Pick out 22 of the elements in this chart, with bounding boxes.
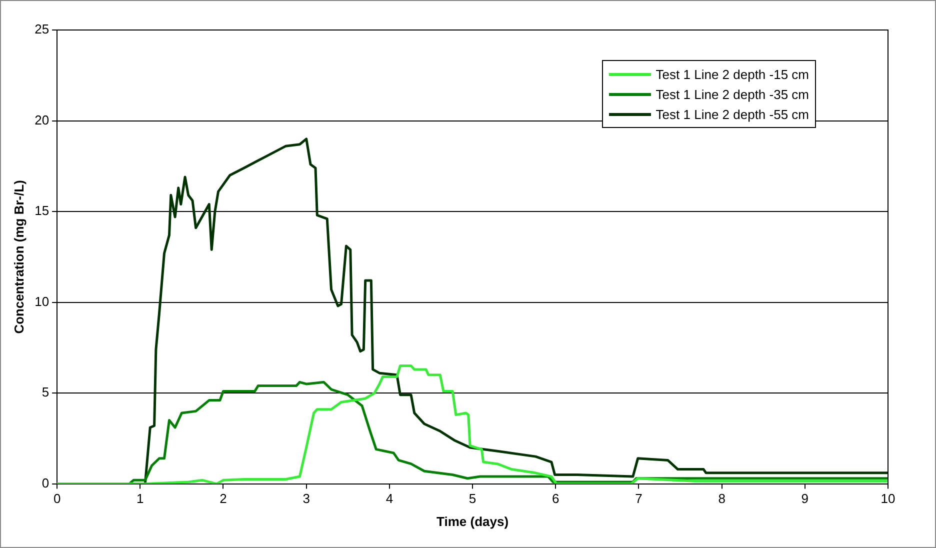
y-tick-label: 20	[34, 112, 50, 128]
legend-label: Test 1 Line 2 depth -55 cm	[656, 106, 809, 122]
y-tick-label: 10	[34, 294, 50, 309]
x-tick-label: 10	[880, 491, 896, 506]
legend-label: Test 1 Line 2 depth -35 cm	[656, 86, 809, 102]
x-tick-label: 6	[552, 491, 560, 506]
x-tick-label: 1	[136, 491, 144, 506]
legend-label: Test 1 Line 2 depth -15 cm	[656, 66, 809, 82]
x-tick-label: 2	[220, 491, 227, 506]
x-tick-label: 0	[53, 491, 61, 506]
y-tick-label: 0	[42, 475, 50, 490]
y-tick-label: 25	[34, 22, 50, 37]
x-tick-label: 4	[386, 491, 394, 506]
x-axis-title: Time (days)	[436, 514, 509, 529]
y-tick-label: 15	[34, 203, 50, 218]
x-tick-label: 3	[302, 491, 310, 506]
x-tick-label: 5	[468, 491, 476, 506]
y-axis-title: Concentration (mg Br-/L)	[11, 180, 26, 334]
x-tick-label: 9	[801, 491, 809, 506]
x-tick-label: 7	[635, 491, 642, 506]
y-tick-label: 5	[42, 384, 50, 400]
x-tick-label: 8	[718, 491, 726, 506]
